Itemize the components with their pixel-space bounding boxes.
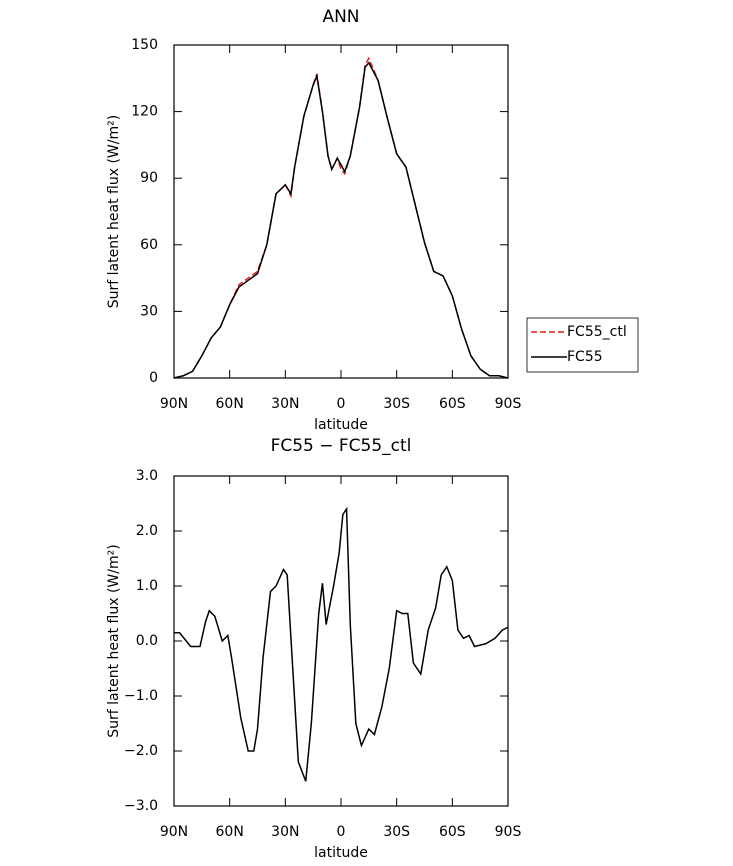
y-tick-label: 0.0 (136, 633, 158, 649)
x-tick-label: 90N (160, 396, 188, 412)
x-tick-label: 90S (495, 396, 522, 412)
y-tick-label: 0 (149, 370, 158, 386)
y-axis-label: Surf latent heat flux (W/m²) (106, 115, 122, 308)
x-axis-label: latitude (314, 417, 368, 433)
y-tick-label: 3.0 (136, 468, 158, 484)
y-tick-label: 30 (140, 303, 158, 319)
y-tick-label: −2.0 (124, 743, 158, 759)
x-tick-label: 30N (271, 396, 299, 412)
x-tick-label: 90N (160, 824, 188, 840)
y-tick-label: 120 (131, 104, 158, 120)
legend-label: FC55 (567, 349, 603, 365)
plot-frame (173, 475, 509, 807)
y-tick-label: 2.0 (136, 523, 158, 539)
legend-label: FC55_ctl (567, 324, 627, 340)
x-tick-label: 30N (271, 824, 299, 840)
chart-title: ANN (322, 7, 359, 27)
y-tick-label: 1.0 (136, 578, 158, 594)
y-tick-label: 60 (140, 237, 158, 253)
chart-title: FC55 − FC55_ctl (271, 436, 412, 456)
plot-frame (173, 44, 509, 379)
y-axis-label: Surf latent heat flux (W/m²) (106, 544, 122, 737)
x-tick-label: 60S (439, 396, 466, 412)
x-tick-label: 30S (383, 824, 410, 840)
x-tick-label: 0 (337, 396, 346, 412)
y-tick-label: 150 (131, 37, 158, 53)
x-tick-label: 60N (216, 824, 244, 840)
y-tick-label: −3.0 (124, 798, 158, 814)
x-tick-label: 60N (216, 396, 244, 412)
x-tick-label: 30S (383, 396, 410, 412)
legend-box (526, 317, 639, 373)
x-axis-label: latitude (314, 845, 368, 861)
data-line (174, 506, 509, 782)
data-line (173, 61, 509, 379)
x-tick-label: 90S (495, 824, 522, 840)
y-tick-label: 90 (140, 170, 158, 186)
data-line (173, 56, 509, 379)
x-tick-label: 60S (439, 824, 466, 840)
x-tick-label: 0 (337, 824, 346, 840)
y-tick-label: −1.0 (124, 688, 158, 704)
